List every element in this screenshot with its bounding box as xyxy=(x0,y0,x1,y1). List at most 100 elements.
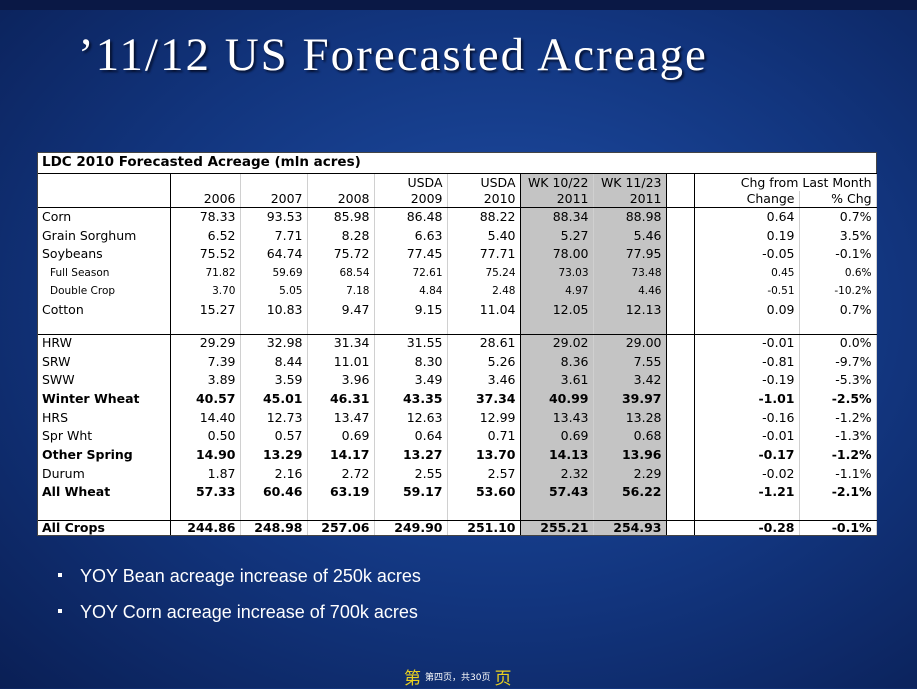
table-cell: 88.22 xyxy=(447,207,521,227)
column-header: 2009 xyxy=(374,191,448,209)
table-cell: 40.57 xyxy=(170,389,241,409)
table-cell: 0.64 xyxy=(374,427,448,446)
column-header xyxy=(666,191,695,209)
column-header xyxy=(240,173,308,192)
table-cell: -1.2% xyxy=(799,408,877,428)
table-cell xyxy=(799,319,877,335)
column-header: 2010 xyxy=(447,191,521,209)
table-cell: 12.05 xyxy=(520,300,594,320)
table-row: Spr Wht 0.50 0.57 0.69 0.64 0.71 0.69 0.68 -0.01… xyxy=(38,427,877,446)
row-label: HRS xyxy=(38,408,171,428)
table-cell: 14.40 xyxy=(170,408,241,428)
table-title: LDC 2010 Forecasted Acreage (mln acres) xyxy=(38,153,877,175)
table-cell: -0.19 xyxy=(694,371,800,390)
row-label: HRW xyxy=(38,334,171,353)
table-cell xyxy=(666,245,695,264)
table-cell: 5.26 xyxy=(447,352,521,372)
table-cell xyxy=(666,226,695,246)
table-row: Grain Sorghum 6.52 7.71 8.28 6.63 5.40 5.27 5.4… xyxy=(38,226,877,246)
table-cell: -0.01 xyxy=(694,427,800,446)
table-row: Winter Wheat 40.57 45.01 46.31 43.35 37.34 40.… xyxy=(38,389,877,409)
table-cell: 5.40 xyxy=(447,226,521,246)
column-header: WK 11/23 xyxy=(593,173,667,192)
table-cell xyxy=(666,389,695,409)
table-cell xyxy=(666,408,695,428)
table-cell: 257.06 xyxy=(307,520,375,535)
table-cell xyxy=(666,334,695,353)
table-cell: 75.52 xyxy=(170,245,241,264)
table-cell: 2.48 xyxy=(447,282,521,301)
table-cell: 248.98 xyxy=(240,520,308,535)
column-header: USDA xyxy=(374,173,448,192)
table-cell: 3.42 xyxy=(593,371,667,390)
table-cell: 60.46 xyxy=(240,483,308,502)
table-cell: -10.2% xyxy=(799,282,877,301)
table-cell: -9.7% xyxy=(799,352,877,372)
table-cell: 0.69 xyxy=(307,427,375,446)
table-cell xyxy=(666,520,695,535)
table-cell xyxy=(307,319,375,335)
table-cell: 4.97 xyxy=(520,282,594,301)
table-cell xyxy=(694,501,800,521)
table-cell: 4.84 xyxy=(374,282,448,301)
table-cell: 39.97 xyxy=(593,389,667,409)
table-cell xyxy=(666,501,695,521)
table-cell: 13.47 xyxy=(307,408,375,428)
table-cell xyxy=(666,319,695,335)
table-cell xyxy=(240,319,308,335)
table-cell: 0.19 xyxy=(694,226,800,246)
table-cell: 0.64 xyxy=(694,207,800,227)
column-header xyxy=(666,173,695,192)
header-corner xyxy=(38,191,171,209)
table-cell: 13.29 xyxy=(240,445,308,465)
table-cell: 13.27 xyxy=(374,445,448,465)
row-label: Grain Sorghum xyxy=(38,226,171,246)
bullet-text: YOY Corn acreage increase of 700k acres xyxy=(80,602,418,622)
header-corner xyxy=(38,173,171,192)
table-cell: 3.59 xyxy=(240,371,308,390)
table-cell: 254.93 xyxy=(593,520,667,535)
table-cell: 56.22 xyxy=(593,483,667,502)
table-cell: 3.5% xyxy=(799,226,877,246)
bullet-item: YOY Corn acreage increase of 700k acres xyxy=(58,602,421,638)
table-cell: 0.09 xyxy=(694,300,800,320)
table-cell: -0.05 xyxy=(694,245,800,264)
table-cell: 3.70 xyxy=(170,282,241,301)
table-cell: 9.47 xyxy=(307,300,375,320)
table-cell: 0.7% xyxy=(799,300,877,320)
table-cell: 5.46 xyxy=(593,226,667,246)
table-row: SWW 3.89 3.59 3.96 3.49 3.46 3.61 3.42 -0.19 -5.3… xyxy=(38,371,877,390)
table-cell xyxy=(593,319,667,335)
table-cell: 88.34 xyxy=(520,207,594,227)
table-cell: 3.61 xyxy=(520,371,594,390)
table-cell: 7.39 xyxy=(170,352,241,372)
acreage-table-panel: LDC 2010 Forecasted Acreage (mln acres) U… xyxy=(37,152,877,536)
table-cell xyxy=(520,501,594,521)
table-cell: 6.63 xyxy=(374,226,448,246)
table-cell: -1.1% xyxy=(799,464,877,484)
table-cell: 0.7% xyxy=(799,207,877,227)
table-row: Corn 78.33 93.53 85.98 86.48 88.22 88.34 88.98 0… xyxy=(38,207,877,227)
table-cell: 9.15 xyxy=(374,300,448,320)
column-header: 2006 xyxy=(170,191,241,209)
table-row: Full Season 71.82 59.69 68.54 72.61 75.24 73.0… xyxy=(38,263,877,283)
row-label: Winter Wheat xyxy=(38,389,171,409)
table-cell: 0.68 xyxy=(593,427,667,446)
bullet-dot-icon xyxy=(58,573,62,577)
table-row: Durum 1.87 2.16 2.72 2.55 2.57 2.32 2.29 -0.02 -1… xyxy=(38,464,877,484)
table-cell: 7.71 xyxy=(240,226,308,246)
table-header-row: USDA USDA WK 10/22 WK 11/23 Chg from Last Mo… xyxy=(38,173,877,192)
table-row: Other Spring 14.90 13.29 14.17 13.27 13.70 14.… xyxy=(38,445,877,465)
table-cell: 75.72 xyxy=(307,245,375,264)
table-cell: 57.33 xyxy=(170,483,241,502)
table-cell: 57.43 xyxy=(520,483,594,502)
table-cell xyxy=(520,319,594,335)
bullet-dot-icon xyxy=(58,609,62,613)
bullet-list: YOY Bean acreage increase of 250k acres … xyxy=(58,566,421,638)
spacer-row xyxy=(38,319,877,335)
table-cell: -1.2% xyxy=(799,445,877,465)
table-cell: 0.6% xyxy=(799,263,877,283)
top-bar xyxy=(0,0,917,10)
table-cell: 3.46 xyxy=(447,371,521,390)
table-cell: 43.35 xyxy=(374,389,448,409)
